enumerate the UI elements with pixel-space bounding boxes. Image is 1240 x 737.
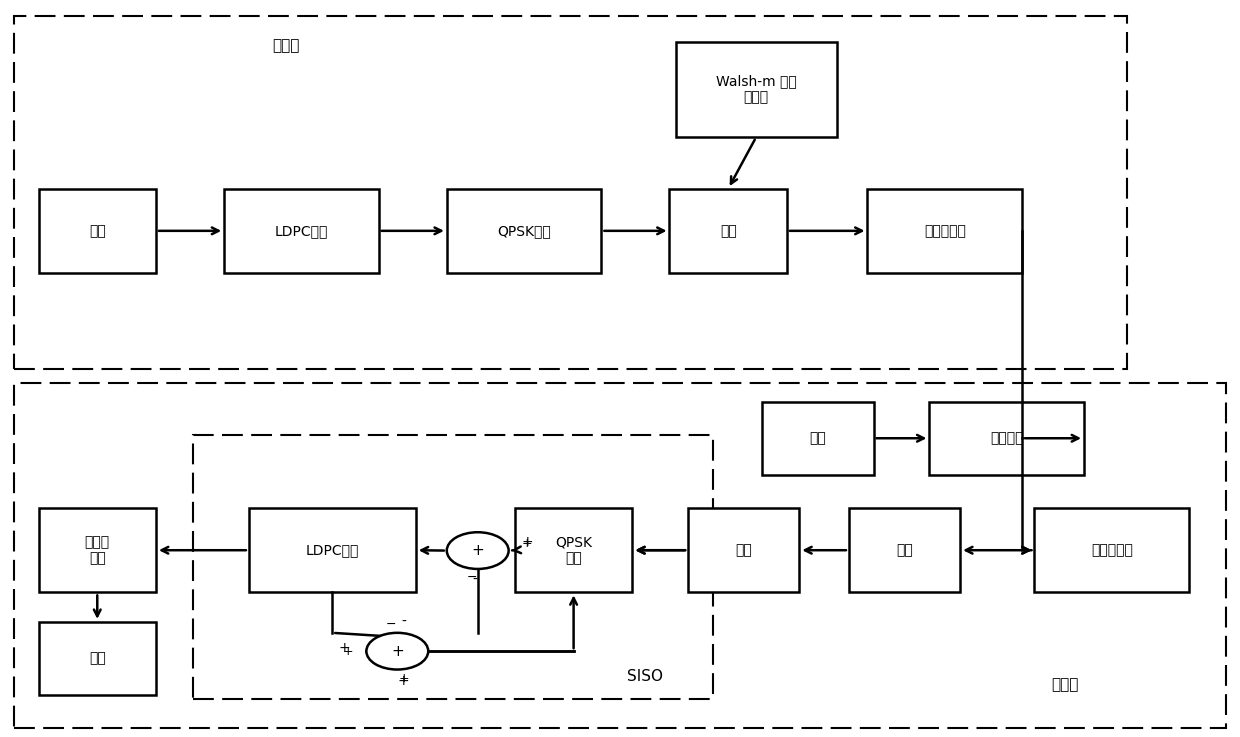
Text: LDPC编码: LDPC编码 (275, 224, 329, 238)
Text: +: + (339, 640, 350, 654)
Text: 水声信道: 水声信道 (990, 431, 1023, 445)
Text: 信宿: 信宿 (89, 652, 105, 666)
Text: Walsh-m 序列
生成器: Walsh-m 序列 生成器 (715, 74, 796, 105)
Bar (868, 189, 1022, 273)
Bar (670, 189, 787, 273)
Bar (38, 189, 156, 273)
Text: QPSK调制: QPSK调制 (497, 224, 551, 238)
Bar (38, 622, 156, 695)
Bar (14, 383, 1226, 728)
Text: 接收端: 接收端 (1052, 677, 1079, 692)
Text: +: + (471, 543, 484, 558)
Text: 发射端: 发射端 (273, 38, 300, 53)
Text: −: − (466, 571, 477, 584)
Bar (849, 508, 960, 593)
Text: +: + (521, 535, 533, 549)
Text: 水声换能器: 水声换能器 (1091, 543, 1132, 557)
Text: +: + (522, 537, 532, 550)
Bar (446, 189, 601, 273)
Text: 软判决
输出: 软判决 输出 (84, 535, 110, 565)
Text: 水声换能器: 水声换能器 (924, 224, 966, 238)
Bar (224, 189, 378, 273)
Text: +: + (342, 645, 353, 657)
Bar (1034, 508, 1189, 593)
Text: -: - (401, 615, 405, 629)
Bar (515, 508, 632, 593)
Bar (14, 16, 1127, 368)
Text: 均衡: 均衡 (735, 543, 753, 557)
Text: +: + (398, 672, 409, 685)
Text: 信源: 信源 (89, 224, 105, 238)
Text: QPSK
解调: QPSK 解调 (556, 535, 593, 565)
Bar (676, 42, 837, 137)
Text: +: + (391, 643, 404, 659)
Text: 噪声: 噪声 (810, 431, 826, 445)
Text: -: - (472, 573, 477, 587)
Bar (929, 402, 1084, 475)
Bar (763, 402, 874, 475)
Circle shape (446, 532, 508, 569)
Text: 扩频: 扩频 (720, 224, 737, 238)
Circle shape (366, 633, 428, 669)
Bar (688, 508, 800, 593)
Bar (193, 435, 713, 699)
Text: LDPC译码: LDPC译码 (305, 543, 360, 557)
Text: SISO: SISO (627, 669, 663, 685)
Text: +: + (398, 674, 409, 688)
Bar (249, 508, 415, 593)
Bar (38, 508, 156, 593)
Text: −: − (386, 618, 397, 631)
Text: 解扩: 解扩 (897, 543, 913, 557)
